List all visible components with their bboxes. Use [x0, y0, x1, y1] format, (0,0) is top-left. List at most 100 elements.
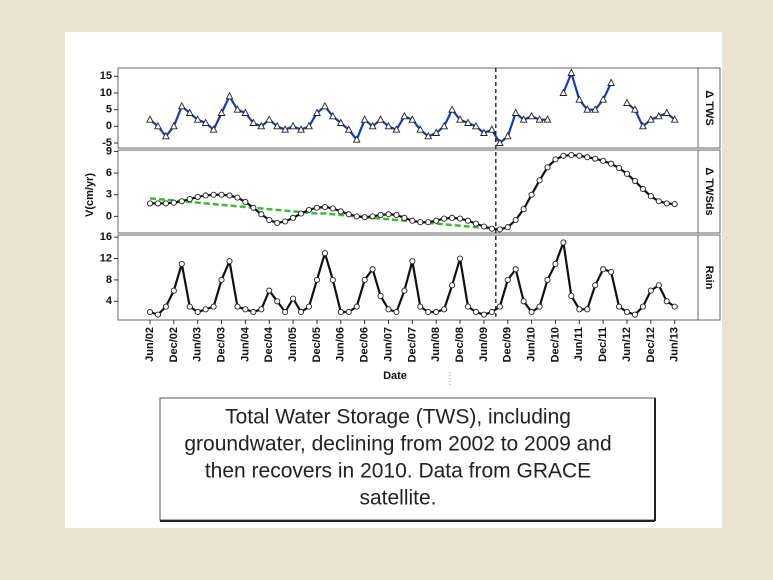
point — [146, 200, 154, 207]
point — [631, 105, 639, 113]
point — [194, 193, 201, 200]
point — [282, 308, 289, 316]
point — [663, 200, 670, 207]
point — [320, 101, 329, 110]
point — [250, 204, 257, 211]
x-tick-label: Dec/05 — [311, 327, 323, 362]
point — [258, 211, 265, 218]
y-tick-label: 4 — [106, 295, 113, 307]
point — [384, 121, 393, 130]
point — [305, 303, 313, 310]
point — [337, 308, 344, 316]
point — [297, 308, 305, 316]
point — [496, 303, 503, 310]
point — [250, 308, 257, 316]
strip-label: Rain — [703, 266, 715, 290]
y-tick-label: 15 — [100, 70, 112, 82]
point — [361, 214, 368, 221]
point — [432, 128, 441, 136]
point — [217, 108, 226, 116]
point — [178, 198, 185, 205]
point — [242, 306, 249, 313]
point — [368, 121, 377, 130]
point — [544, 164, 551, 171]
point — [464, 217, 472, 224]
point — [376, 115, 385, 123]
point — [631, 311, 639, 318]
point — [226, 258, 233, 265]
point — [583, 105, 592, 113]
point — [425, 219, 432, 226]
point — [289, 121, 298, 130]
point — [576, 152, 583, 159]
point — [241, 108, 250, 116]
point — [377, 292, 384, 299]
point — [440, 121, 449, 130]
strip — [697, 67, 721, 149]
point — [313, 276, 321, 283]
point — [313, 204, 321, 211]
point — [591, 105, 600, 113]
point — [233, 105, 242, 113]
point — [441, 306, 448, 313]
point — [623, 98, 631, 106]
point — [297, 125, 305, 133]
x-tick-label: Jun/04 — [239, 326, 251, 362]
point — [568, 152, 575, 159]
point — [154, 200, 161, 207]
point — [662, 108, 671, 116]
point — [512, 216, 519, 224]
x-tick-label: Dec/04 — [263, 326, 275, 362]
point — [543, 115, 552, 123]
point — [154, 311, 161, 318]
y-tick-label: 16 — [100, 231, 112, 243]
point — [599, 95, 608, 103]
x-tick-label: Jun/07 — [382, 327, 394, 362]
x-tick-label: Dec/07 — [406, 327, 418, 362]
point — [409, 258, 416, 265]
point — [527, 111, 536, 120]
point — [218, 276, 225, 283]
point — [360, 115, 369, 123]
point — [249, 118, 258, 126]
point — [417, 303, 424, 310]
point — [186, 303, 193, 310]
point — [496, 226, 503, 233]
point — [623, 308, 631, 316]
point — [544, 276, 551, 283]
y-tick-label: -5 — [102, 137, 112, 149]
point — [202, 306, 209, 313]
point — [646, 115, 655, 123]
x-tick-label: Jun/10 — [526, 327, 538, 362]
point — [448, 105, 457, 113]
point — [639, 185, 646, 193]
x-tick-label: Jun/08 — [430, 327, 442, 362]
point — [600, 157, 607, 164]
point — [503, 131, 512, 140]
caption-line: Total Water Storage (TWS), including — [225, 406, 571, 429]
point — [480, 223, 487, 230]
y-tick-label: 8 — [106, 274, 112, 286]
x-tick-label: Dec/06 — [359, 327, 371, 362]
point — [607, 78, 616, 86]
point — [266, 287, 273, 294]
point — [623, 170, 631, 177]
x-tick-label: Dec/03 — [215, 327, 227, 362]
point — [392, 125, 401, 133]
strip-label: Δ TWS — [703, 90, 715, 125]
x-tick-label: Jun/11 — [573, 327, 585, 361]
point — [393, 308, 400, 316]
caption-line: satellite. — [359, 487, 436, 510]
point — [479, 128, 488, 136]
y-tick-label: 3 — [106, 189, 112, 201]
point — [433, 217, 440, 224]
point — [225, 91, 234, 100]
point — [321, 203, 328, 211]
point — [369, 213, 376, 220]
point — [337, 208, 344, 215]
point — [639, 303, 646, 310]
point — [281, 125, 290, 133]
point — [186, 196, 193, 203]
